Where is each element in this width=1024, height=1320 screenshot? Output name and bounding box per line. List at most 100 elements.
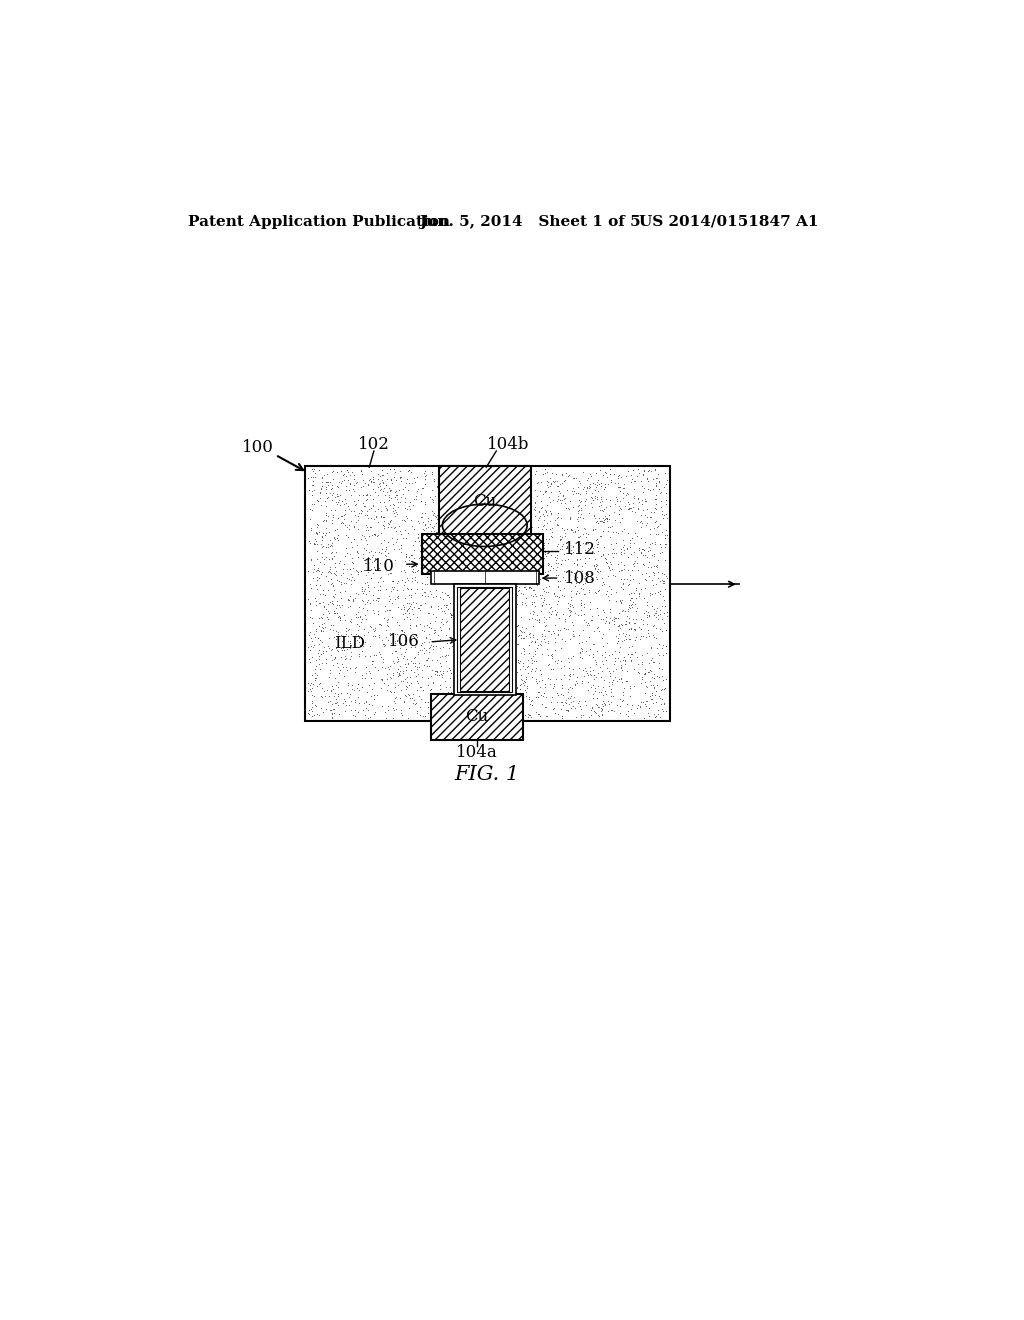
Point [514,469,530,490]
Point [524,649,541,671]
Point [555,694,571,715]
Point [416,550,432,572]
Point [560,681,577,702]
Point [337,515,353,536]
Point [607,510,624,531]
Point [650,609,667,630]
Point [331,623,347,644]
Point [554,566,570,587]
Point [316,616,333,638]
Point [556,544,572,565]
Point [537,568,553,589]
Point [639,690,655,711]
Point [552,579,568,601]
Point [341,638,357,659]
Point [610,503,627,524]
Point [493,465,509,486]
Point [369,560,385,581]
Point [596,510,612,531]
Point [366,556,382,577]
Point [354,635,371,656]
Point [610,631,627,652]
Point [424,517,440,539]
Point [516,705,532,726]
Point [433,684,450,705]
Point [350,702,367,723]
Point [631,572,647,593]
Point [554,603,570,624]
Point [330,486,346,507]
Point [472,631,488,652]
Point [407,647,423,668]
Point [443,536,460,557]
Point [594,700,610,721]
Point [432,628,449,649]
Point [598,550,614,572]
Point [588,667,604,688]
Point [545,677,561,698]
Point [652,543,669,564]
Point [429,458,445,479]
Point [429,475,445,496]
Point [494,523,510,544]
Point [657,533,674,554]
Point [447,645,464,667]
Point [421,623,437,644]
Point [646,582,663,603]
Point [593,525,609,546]
Point [622,569,638,590]
Point [352,528,369,549]
Point [520,487,537,508]
Point [472,704,488,725]
Point [523,647,540,668]
Point [577,690,593,711]
Point [380,531,396,552]
Point [541,576,557,597]
Point [610,615,627,636]
Point [600,516,616,537]
Point [612,544,629,565]
Point [481,510,498,531]
Point [565,536,582,557]
Point [601,645,617,667]
Point [590,533,606,554]
Point [535,525,551,546]
Point [507,550,523,572]
Point [508,529,524,550]
Point [397,587,414,609]
Point [395,663,412,684]
Point [587,488,603,510]
Point [497,689,513,710]
Point [329,603,345,624]
Point [514,528,530,549]
Point [624,560,640,581]
Point [595,521,611,543]
Point [432,655,449,676]
Point [563,601,580,622]
Point [420,667,436,688]
Point [353,463,370,484]
Point [399,601,416,622]
Point [474,591,490,612]
Point [324,474,340,495]
Point [636,540,652,561]
Point [421,561,437,582]
Point [530,535,547,556]
Point [513,673,529,694]
Point [365,599,381,620]
Point [564,663,581,684]
Point [507,548,523,569]
Point [465,660,481,681]
Point [612,541,629,562]
Point [524,624,541,645]
Point [629,546,645,568]
Point [462,480,478,502]
Point [499,615,515,636]
Point [583,705,599,726]
Point [365,488,381,510]
Point [511,652,527,673]
Point [635,544,651,565]
Point [599,508,615,529]
Point [394,510,411,531]
Point [367,702,383,723]
